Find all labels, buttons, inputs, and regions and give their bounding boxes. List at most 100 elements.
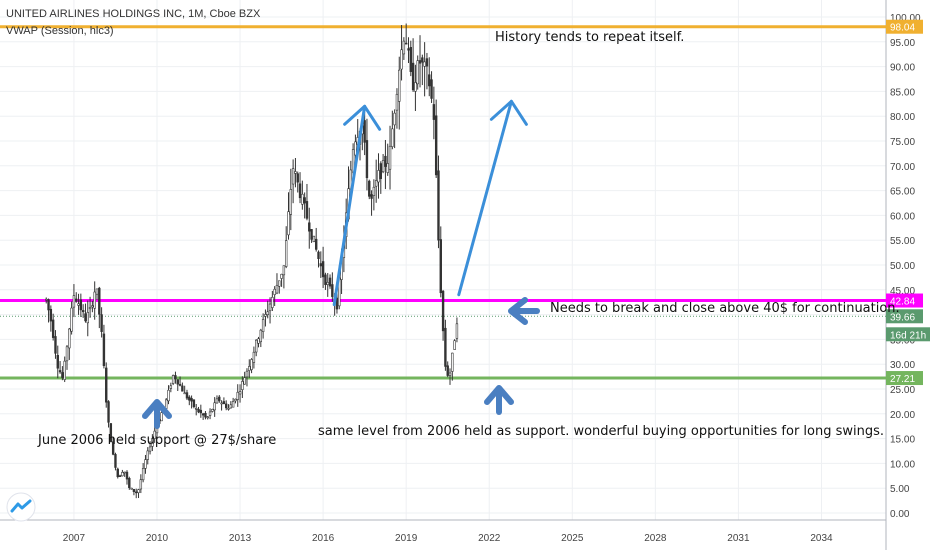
candle-body (185, 392, 189, 399)
level-price-tag-bg (886, 293, 923, 308)
candle-body (176, 379, 179, 385)
candle-body (215, 398, 219, 404)
candle-body (331, 284, 334, 297)
y-tick-label: 85.00 (890, 87, 915, 98)
candle-body (266, 311, 269, 316)
candle-body (100, 314, 103, 332)
candle-body (98, 287, 101, 315)
candle-body (190, 398, 193, 402)
candle-body (229, 404, 233, 409)
candle-body (45, 298, 48, 301)
candle-body (255, 339, 258, 353)
candle-body (423, 61, 426, 67)
candle-body (109, 423, 113, 443)
y-tick-label: 90.00 (890, 63, 915, 74)
y-tick-label: 25.00 (890, 385, 915, 396)
current-price-tag: 39.66 (890, 312, 915, 323)
candle-body (248, 366, 251, 371)
y-tick-label: 10.00 (890, 459, 915, 470)
x-tick-label: 2013 (229, 533, 252, 544)
candle-body (118, 475, 122, 477)
candle-body (75, 298, 78, 302)
candle-body (446, 365, 449, 376)
x-tick-label: 2016 (312, 533, 335, 544)
candle-body (241, 381, 244, 390)
candle-body (222, 401, 226, 405)
candle-body (171, 375, 175, 384)
candle-body (47, 299, 50, 311)
candle-body (238, 391, 242, 395)
countdown-tag-bg (886, 327, 930, 342)
candle-body (455, 323, 459, 339)
candle-body (280, 273, 283, 279)
candle-body (453, 340, 456, 350)
trend-arrow-line (332, 104, 367, 307)
candle-body (81, 310, 85, 313)
candle-body (225, 403, 228, 409)
y-tick-label: 65.00 (890, 187, 915, 198)
candle-body (425, 58, 429, 67)
candle-body (56, 355, 59, 369)
candle-body (160, 412, 163, 422)
candle-body (421, 57, 424, 63)
trend-arrow-head (343, 104, 382, 131)
candle-body (363, 120, 366, 143)
indicator-label: VWAP (Session, hlc3) (6, 25, 114, 37)
candle-body (273, 288, 276, 295)
candle-body (123, 471, 126, 474)
countdown-tag: 16d 21h (890, 330, 926, 341)
candle-body (144, 459, 147, 469)
candle-body (291, 168, 295, 185)
level-price-tag-bg (886, 19, 923, 34)
annotation-june-2006: June 2006 held support @ 27$/share (38, 433, 277, 448)
candle-body (317, 251, 320, 259)
chart-title: UNITED AIRLINES HOLDINGS INC, 1M, Cboe B… (6, 8, 261, 20)
candle-body (153, 430, 156, 439)
candle-body (414, 82, 417, 92)
candle-body (114, 454, 117, 468)
candle-body (354, 141, 357, 156)
y-tick-label: 50.00 (890, 261, 915, 272)
candle-body (178, 384, 182, 386)
candle-body (416, 60, 419, 85)
candle-body (183, 392, 186, 395)
candle-body (335, 297, 339, 310)
candle-body (68, 328, 71, 349)
candle-body (395, 93, 399, 111)
y-tick-label: 70.00 (890, 162, 915, 173)
candle-body (111, 441, 115, 455)
candle-body (188, 396, 191, 401)
candle-body (284, 240, 288, 267)
level-price-tag-bg (886, 371, 923, 386)
candle-body (236, 391, 239, 400)
candle-body (261, 319, 265, 332)
candle-body (411, 62, 415, 91)
candle-body (428, 74, 431, 87)
annotation-breakout: Needs to break and close above 40$ for c… (550, 301, 900, 316)
candle-body (365, 140, 369, 179)
candle-body (54, 336, 57, 354)
trend-arrow-line (457, 99, 513, 297)
level-price-tag: 27.21 (890, 374, 915, 385)
candle-body (432, 104, 436, 120)
tradingview-logo-icon[interactable] (6, 492, 36, 522)
candle-body (213, 402, 216, 411)
candle-body (121, 472, 124, 477)
candle-body (418, 60, 422, 64)
candle-body (377, 170, 380, 183)
candle-body (93, 291, 96, 309)
candle-body (227, 408, 230, 410)
candle-body (146, 450, 149, 460)
y-tick-label: 45.00 (890, 286, 915, 297)
candle-body (404, 42, 408, 45)
candle-body (289, 189, 293, 215)
candle-body (63, 360, 66, 380)
candle-body (95, 288, 99, 295)
candle-body (328, 277, 332, 287)
x-tick-label: 2028 (644, 533, 667, 544)
candle-body (197, 408, 200, 413)
x-tick-label: 2019 (395, 533, 418, 544)
y-tick-label: 75.00 (890, 137, 915, 148)
